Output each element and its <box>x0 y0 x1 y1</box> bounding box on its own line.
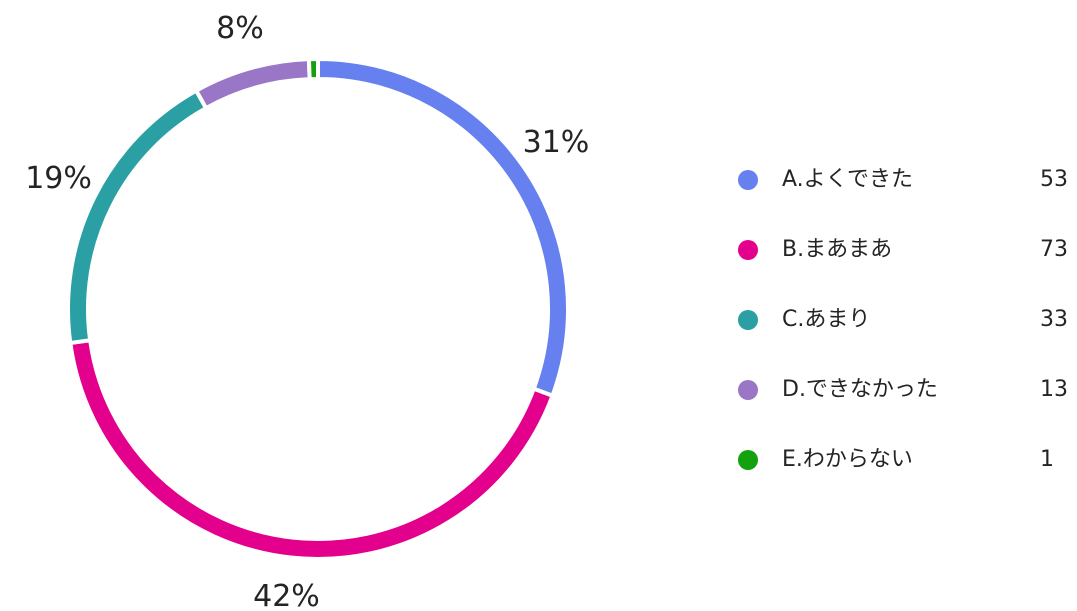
legend-count: 1 <box>1040 447 1054 472</box>
legend-marker <box>738 310 758 330</box>
legend-marker <box>738 170 758 190</box>
slice <box>316 56 570 399</box>
legend-count: 13 <box>1040 377 1068 402</box>
slice <box>193 57 312 111</box>
data-label: 42% <box>253 579 320 611</box>
legend-label: B.まあまあ <box>782 237 892 262</box>
legend-label: E.わからない <box>782 447 913 472</box>
legend-label: D.できなかった <box>782 377 938 402</box>
legend-marker <box>738 240 758 260</box>
slice <box>306 56 320 82</box>
data-label: 31% <box>523 125 590 160</box>
legend-count: 53 <box>1040 167 1068 192</box>
legend-count: 33 <box>1040 307 1068 332</box>
legend-marker <box>738 450 758 470</box>
legend-label: C.あまり <box>782 307 870 332</box>
slice <box>68 337 556 561</box>
legend-label: A.よくできた <box>782 167 913 192</box>
data-label: 8% <box>216 11 264 46</box>
legend-marker <box>738 380 758 400</box>
legend-count: 73 <box>1040 237 1068 262</box>
slice <box>66 87 209 346</box>
data-label: 19% <box>25 161 92 196</box>
